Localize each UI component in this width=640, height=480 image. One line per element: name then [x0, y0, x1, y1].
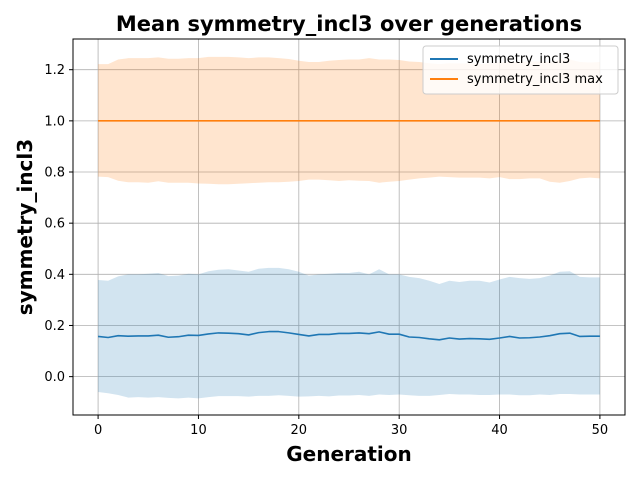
x-tick-label: 0	[94, 423, 102, 438]
x-tick-label: 40	[491, 423, 508, 438]
x-tick-label: 10	[190, 423, 207, 438]
plot-frame	[72, 38, 626, 416]
y-axis-label: symmetry_incl3	[13, 139, 37, 315]
y-tick-label: 1.2	[44, 63, 65, 78]
x-tick-label: 50	[592, 423, 609, 438]
x-axis-label: Generation	[286, 442, 412, 466]
x-tick-label: 30	[391, 423, 408, 438]
y-tick-label: 0.2	[44, 319, 65, 334]
y-tick-label: 0.0	[44, 370, 65, 385]
y-tick-label: 0.8	[44, 166, 65, 181]
y-tick-label: 1.0	[44, 114, 65, 129]
legend-entry-series-2: symmetry_incl3 max	[467, 72, 603, 87]
series-lines	[98, 120, 600, 341]
grid	[73, 39, 625, 415]
line-series-1	[98, 330, 600, 341]
y-axis-ticks: 0.0 0.2 0.4 0.6 0.8 1.0 1.2	[44, 63, 73, 385]
legend-entry-series-1: symmetry_incl3	[467, 52, 570, 67]
legend-box	[422, 45, 619, 95]
chart-title: Mean symmetry_incl3 over generations	[116, 12, 582, 36]
y-tick-label: 0.6	[44, 217, 65, 232]
x-axis-ticks: 0 10 20 30 40 50	[94, 415, 608, 438]
legend: symmetry_incl3 symmetry_incl3 max	[422, 45, 619, 95]
plot-area	[72, 38, 626, 416]
y-tick-label: 0.4	[44, 268, 65, 283]
x-tick-label: 20	[291, 423, 308, 438]
